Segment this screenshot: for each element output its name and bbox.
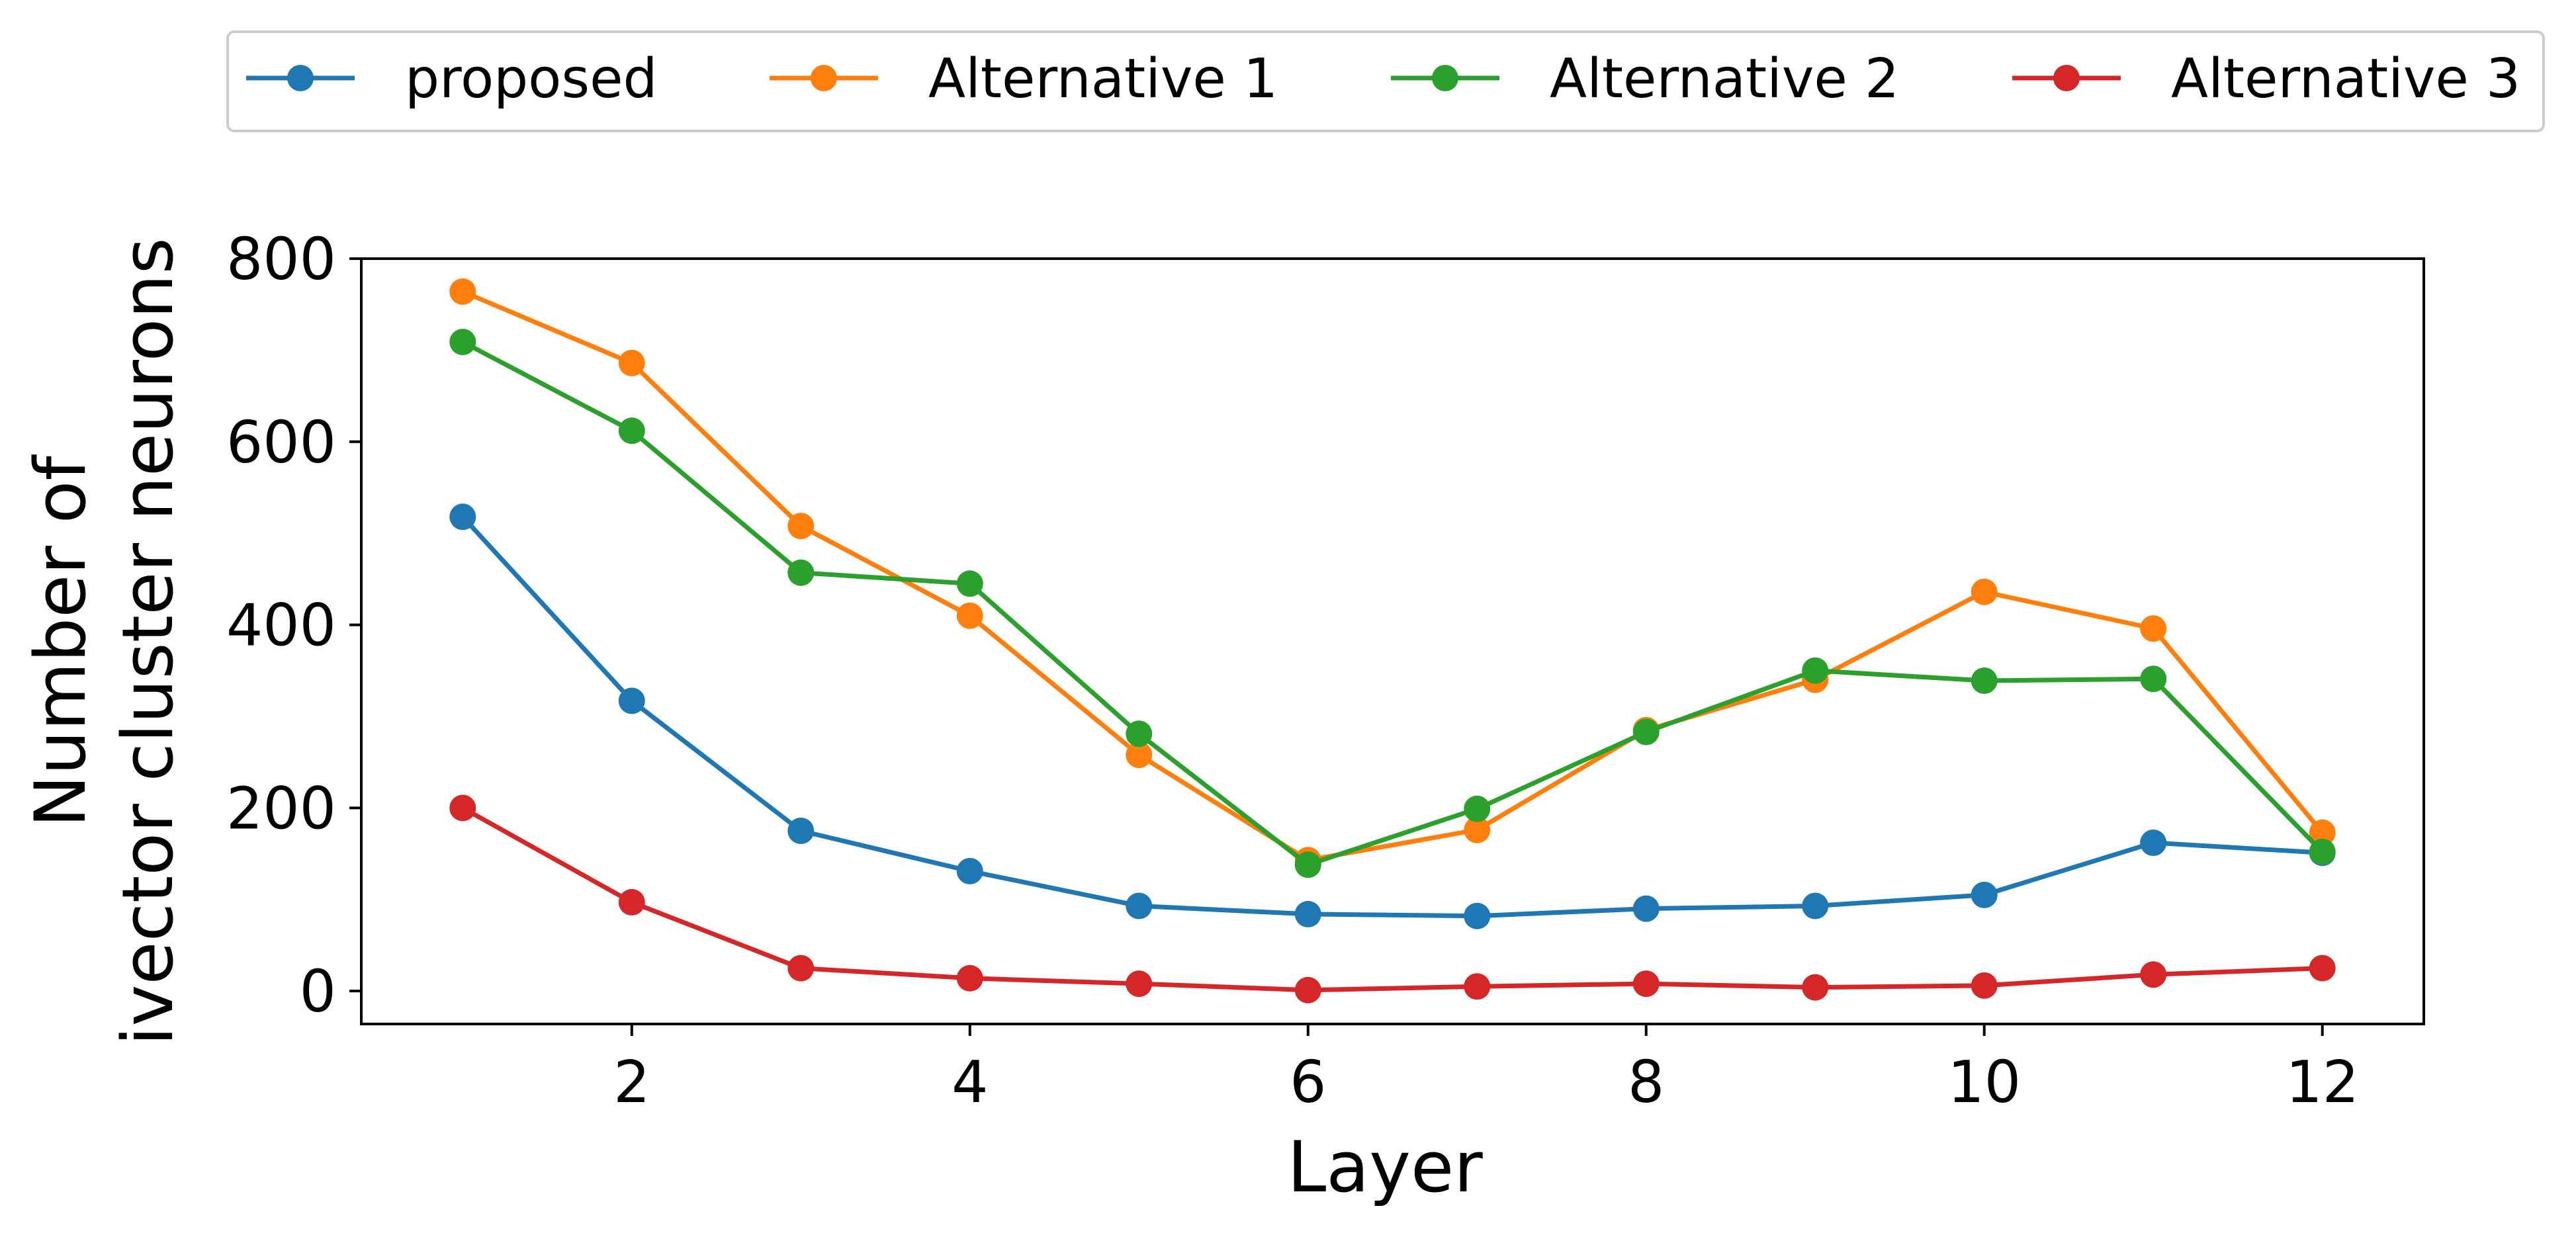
data-point-alternative-1 <box>2140 615 2167 642</box>
data-point-proposed <box>2140 829 2167 856</box>
data-point-alternative-3 <box>787 955 815 982</box>
series-line-proposed <box>461 515 2323 919</box>
plot-area: 2 4 6 8 10 12 0 200 400 600 800 <box>226 226 2425 1116</box>
legend-box <box>226 30 2545 132</box>
data-point-alternative-2 <box>2309 838 2336 865</box>
y-tick-label: 200 <box>226 775 336 842</box>
data-point-proposed <box>1126 892 1153 919</box>
legend-marker-alternative-2 <box>1432 65 1458 91</box>
data-point-proposed <box>1294 900 1321 927</box>
data-point-alternative-3 <box>1802 974 1829 1001</box>
data-point-alternative-3 <box>1294 976 1321 1003</box>
series-proposed <box>449 503 2336 929</box>
data-point-alternative-2 <box>1294 851 1321 878</box>
data-point-alternative-2 <box>449 328 476 355</box>
legend-label-proposed: proposed <box>405 48 658 110</box>
data-point-proposed <box>956 857 983 884</box>
data-point-alternative-3 <box>2309 955 2336 982</box>
data-point-alternative-1 <box>618 349 645 376</box>
data-point-proposed <box>1971 881 1998 908</box>
y-axis-label-line-1: Number of <box>20 454 101 827</box>
data-point-alternative-3 <box>618 888 645 916</box>
legend-marker-alternative-1 <box>811 65 837 91</box>
data-point-proposed <box>618 687 645 714</box>
legend-label-alternative-1: Alternative 1 <box>928 48 1278 110</box>
series-alternative-3 <box>449 794 2336 1003</box>
y-tick-label: 400 <box>226 592 336 660</box>
data-point-alternative-1 <box>449 278 476 305</box>
data-point-proposed <box>449 503 476 531</box>
data-point-alternative-2 <box>618 417 645 445</box>
data-point-alternative-1 <box>1126 742 1153 769</box>
data-point-alternative-1 <box>1464 816 1491 843</box>
data-point-alternative-1 <box>2309 819 2336 846</box>
data-point-alternative-2 <box>1464 795 1491 822</box>
data-point-alternative-1 <box>1971 578 1998 605</box>
series-alternative-1 <box>449 278 2336 874</box>
legend-label-alternative-3: Alternative 3 <box>2171 48 2520 110</box>
x-axis-label: Layer <box>1287 1127 1483 1208</box>
x-tick-label: 8 <box>1628 1048 1664 1116</box>
x-tick-label: 4 <box>952 1048 988 1116</box>
y-tick-label: 800 <box>226 226 336 293</box>
data-point-alternative-2 <box>1802 657 1829 684</box>
data-point-alternative-3 <box>956 964 983 992</box>
data-point-alternative-2 <box>1971 667 1998 695</box>
data-point-alternative-2 <box>1126 720 1153 747</box>
legend-label-alternative-2: Alternative 2 <box>1550 48 1899 110</box>
y-tick-label: 600 <box>226 409 336 476</box>
data-point-alternative-2 <box>956 570 983 597</box>
series-alternative-2 <box>449 328 2336 878</box>
plot-frame <box>360 257 2425 1025</box>
y-tick-label: 0 <box>300 958 336 1025</box>
data-point-alternative-3 <box>1126 970 1153 998</box>
data-point-alternative-1 <box>787 513 815 540</box>
data-point-proposed <box>1632 895 1660 922</box>
legend-entry-alternative-3: Alternative 3 <box>2012 48 2520 110</box>
data-point-proposed <box>1802 892 1829 919</box>
data-point-alternative-3 <box>1464 973 1491 1000</box>
legend-entry-proposed: proposed <box>246 48 658 110</box>
data-point-alternative-3 <box>449 794 476 822</box>
data-point-alternative-3 <box>1971 972 1998 999</box>
x-tick-label: 12 <box>2286 1048 2359 1116</box>
series-line-alternative-3 <box>461 806 2323 993</box>
data-point-proposed <box>787 817 815 844</box>
legend: proposed Alternative 1 Alternative 2 Altern… <box>226 30 2545 132</box>
data-point-alternative-3 <box>2140 961 2167 988</box>
x-tick-label: 2 <box>613 1048 650 1116</box>
legend-entry-alternative-2: Alternative 2 <box>1391 48 1899 110</box>
series-line-alternative-2 <box>461 339 2325 867</box>
data-point-proposed <box>1464 902 1491 929</box>
data-point-alternative-2 <box>2140 665 2167 693</box>
data-point-alternative-2 <box>1632 718 1660 746</box>
data-point-alternative-2 <box>787 559 815 586</box>
legend-marker-proposed <box>287 65 314 91</box>
y-axis-label-line-2: ivector cluster neurons <box>107 237 189 1046</box>
legend-marker-alternative-3 <box>2053 65 2080 91</box>
x-tick-label: 6 <box>1290 1048 1326 1116</box>
x-tick-label: 10 <box>1947 1048 2021 1116</box>
data-point-alternative-3 <box>1632 970 1660 998</box>
series-line-alternative-1 <box>461 289 2325 863</box>
data-point-alternative-1 <box>956 602 983 629</box>
legend-entry-alternative-1: Alternative 1 <box>770 48 1278 110</box>
